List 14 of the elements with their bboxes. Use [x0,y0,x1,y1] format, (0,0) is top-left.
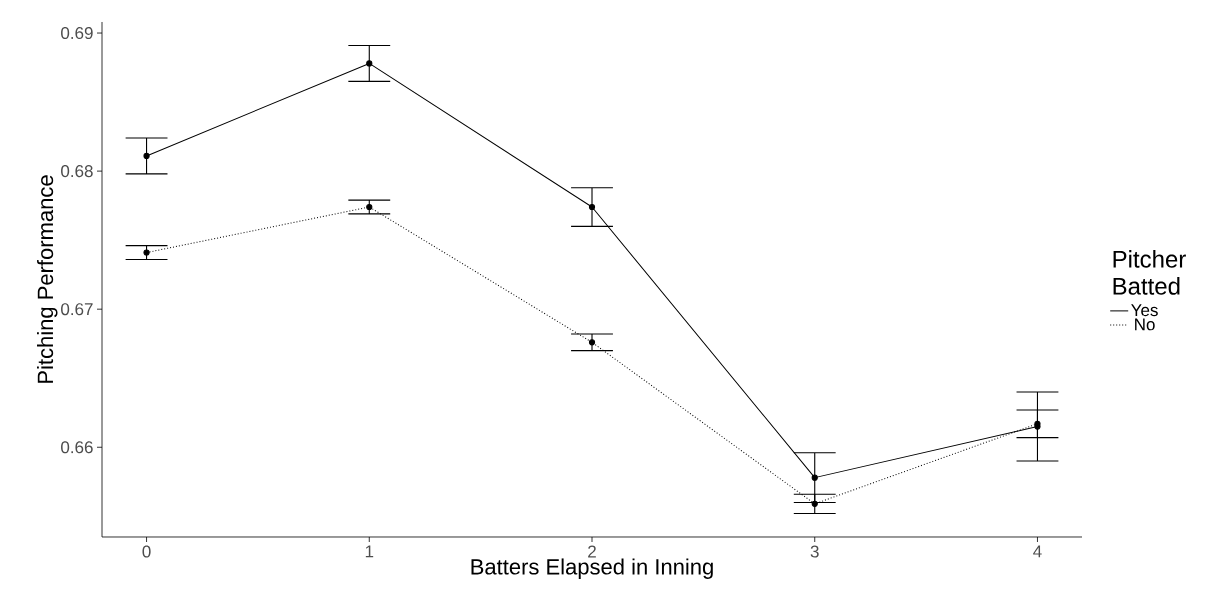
y-tick-label: 0.67 [61,303,93,316]
y-tick-label: 0.68 [61,165,93,178]
legend-label: No [1135,318,1155,331]
y-tick-label: 0.69 [61,27,93,40]
x-axis-title: Batters Elapsed in Inning [471,558,713,579]
legend-label: Yes [1131,304,1158,317]
x-tick-label: 0 [142,545,151,558]
x-tick-label: 2 [588,545,596,558]
y-axis-title: Pitching Performance [37,175,58,383]
x-tick-label: 3 [810,545,819,558]
legend-title: Pitcher Batted [1113,250,1186,295]
y-tick-label: 0.66 [61,441,93,454]
x-tick-label: 1 [365,545,374,558]
x-tick-label: 4 [1033,545,1042,558]
